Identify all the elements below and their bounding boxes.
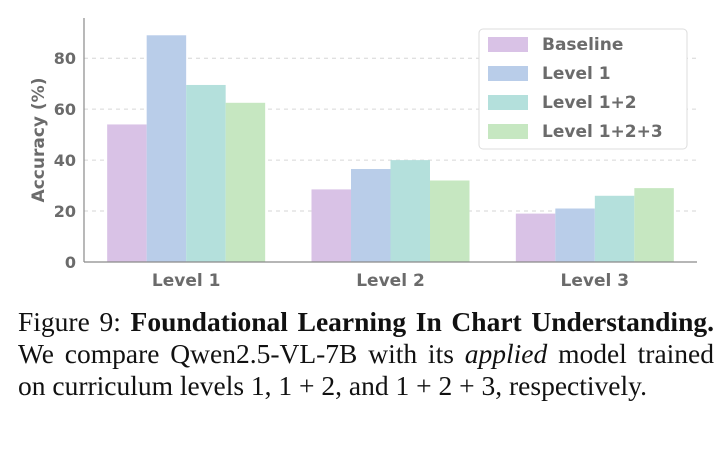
legend: Baseline Level 1 Level 1+2 Level 1+2+3 bbox=[478, 28, 688, 150]
bar bbox=[634, 188, 674, 262]
y-tick-label: 40 bbox=[54, 151, 76, 170]
y-tick-label: 20 bbox=[54, 202, 76, 221]
y-tick-label: 0 bbox=[65, 253, 76, 272]
bar bbox=[186, 84, 226, 263]
caption-label: Figure 9: bbox=[18, 306, 121, 337]
caption-title: Foundational Learning In Chart Understan… bbox=[130, 306, 714, 337]
y-tick-label: 60 bbox=[54, 100, 76, 119]
legend-label: Level 1+2 bbox=[542, 93, 637, 113]
caption-text-1: We compare Qwen2.5-VL-7B with its bbox=[18, 338, 454, 369]
caption-italic-word: applied bbox=[464, 338, 548, 369]
legend-label: Level 1 bbox=[542, 64, 611, 84]
bar bbox=[594, 195, 635, 262]
caption-text-2: model trained on curriculum levels 1, 1 … bbox=[18, 338, 714, 401]
axes bbox=[83, 18, 697, 263]
bar bbox=[311, 189, 351, 262]
legend-swatch bbox=[488, 124, 528, 139]
legend-label: Level 1+2+3 bbox=[542, 122, 663, 142]
bar bbox=[107, 124, 147, 262]
bar bbox=[555, 208, 595, 262]
bar bbox=[515, 213, 556, 262]
x-tick-label: Level 2 bbox=[356, 271, 425, 291]
legend-swatch bbox=[488, 37, 528, 52]
legend-label: Baseline bbox=[542, 35, 623, 55]
bar bbox=[146, 35, 187, 262]
bar bbox=[430, 180, 470, 262]
y-tick-label: 80 bbox=[54, 49, 76, 68]
bar bbox=[390, 160, 430, 262]
bar-chart: 0 20 40 60 80 Level 1 Level 2 Level 3 Accuracy… bbox=[29, 18, 697, 291]
bar bbox=[225, 102, 266, 262]
x-tick-labels: Level 1 Level 2 Level 3 bbox=[152, 271, 629, 291]
y-axis-label: Accuracy (%) bbox=[29, 78, 49, 203]
x-tick-label: Level 3 bbox=[561, 271, 630, 291]
legend-swatch bbox=[488, 95, 528, 110]
legend-swatch bbox=[488, 66, 528, 81]
bar bbox=[351, 169, 391, 262]
figure-caption: Figure 9: Foundational Learning In Chart… bbox=[18, 306, 714, 402]
legend-box bbox=[478, 28, 688, 150]
bars bbox=[107, 35, 674, 263]
x-tick-label: Level 1 bbox=[152, 271, 221, 291]
y-tick-labels: 0 20 40 60 80 bbox=[54, 49, 76, 272]
